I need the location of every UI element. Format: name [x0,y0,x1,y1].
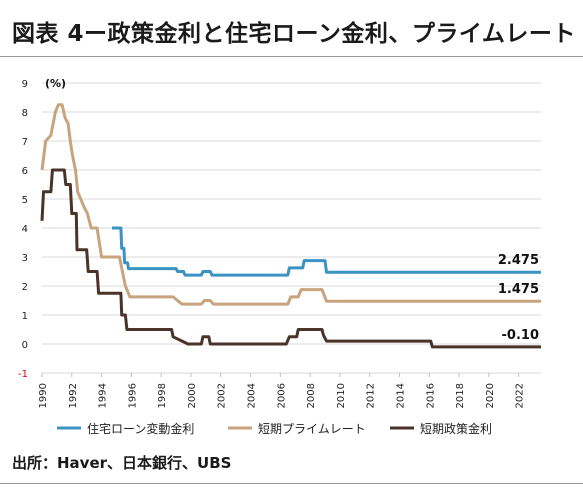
y-tick-label: 6 [22,166,28,177]
legend-label: 短期政策金利 [420,421,492,436]
end-value-label: 1.475 [498,282,539,297]
x-axis: 1990 1992 1994 1996 1998 2000 2002 2004 2006 2008… [38,373,526,408]
end-labels: 2.475 1.475 -0.10 [498,253,539,343]
series-line [112,226,541,277]
y-tick-label: 4 [22,224,28,235]
x-tick-label: 2004 [247,383,258,408]
series-line [40,103,541,306]
y-tick-label: 5 [22,195,28,206]
y-tick-label: 0 [22,340,28,351]
x-tick-label: 1990 [38,383,49,408]
y-tick-label: -1 [18,369,28,380]
x-tick-label: 1992 [68,383,79,408]
x-tick-label: 2010 [336,383,347,408]
x-tick-label: 2012 [366,383,377,408]
x-tick-label: 2016 [425,383,436,408]
legend-label: 住宅ローン変動金利 [87,421,194,436]
series-lines [40,103,541,349]
x-tick-label: 2020 [485,383,496,408]
source-divider [0,483,583,484]
line-chart: -1 0 1 2 3 4 5 6 7 8 9 1990 1992 1994 1996 1998 2000 200… [18,77,541,436]
y-tick-label: 8 [22,108,28,119]
end-value-label: 2.475 [498,253,539,268]
series-line [40,168,541,349]
legend: 住宅ローン変動金利 短期プライムレート 短期政策金利 [57,421,492,436]
x-tick-label: 2022 [515,383,526,408]
y-tick-label: 2 [22,282,28,293]
source-note: 出所：Haver、日本銀行、UBS [12,454,232,472]
x-tick-label: 2006 [276,383,287,408]
x-tick-label: 2014 [395,383,406,408]
y-tick-label: 9 [22,79,28,90]
x-tick-label: 2018 [455,383,466,408]
legend-label: 短期プライムレート [258,422,366,436]
title-divider [0,56,583,57]
x-tick-label: 2002 [217,383,228,408]
y-axis-unit-label: (%) [45,77,66,90]
x-tick-label: 2008 [306,383,317,408]
x-tick-label: 2000 [187,383,198,408]
y-tick-label: 7 [22,137,28,148]
y-tick-label: 3 [22,253,28,264]
y-axis: -1 0 1 2 3 4 5 6 7 8 9 [18,79,28,380]
end-value-label: -0.10 [502,328,539,343]
x-tick-label: 1998 [157,383,168,408]
chart-title: 図表 4ー政策金利と住宅ローン金利、プライムレート [12,21,576,47]
y-tick-label: 1 [22,311,28,322]
x-tick-label: 1994 [98,383,109,408]
x-tick-label: 1996 [127,383,138,408]
